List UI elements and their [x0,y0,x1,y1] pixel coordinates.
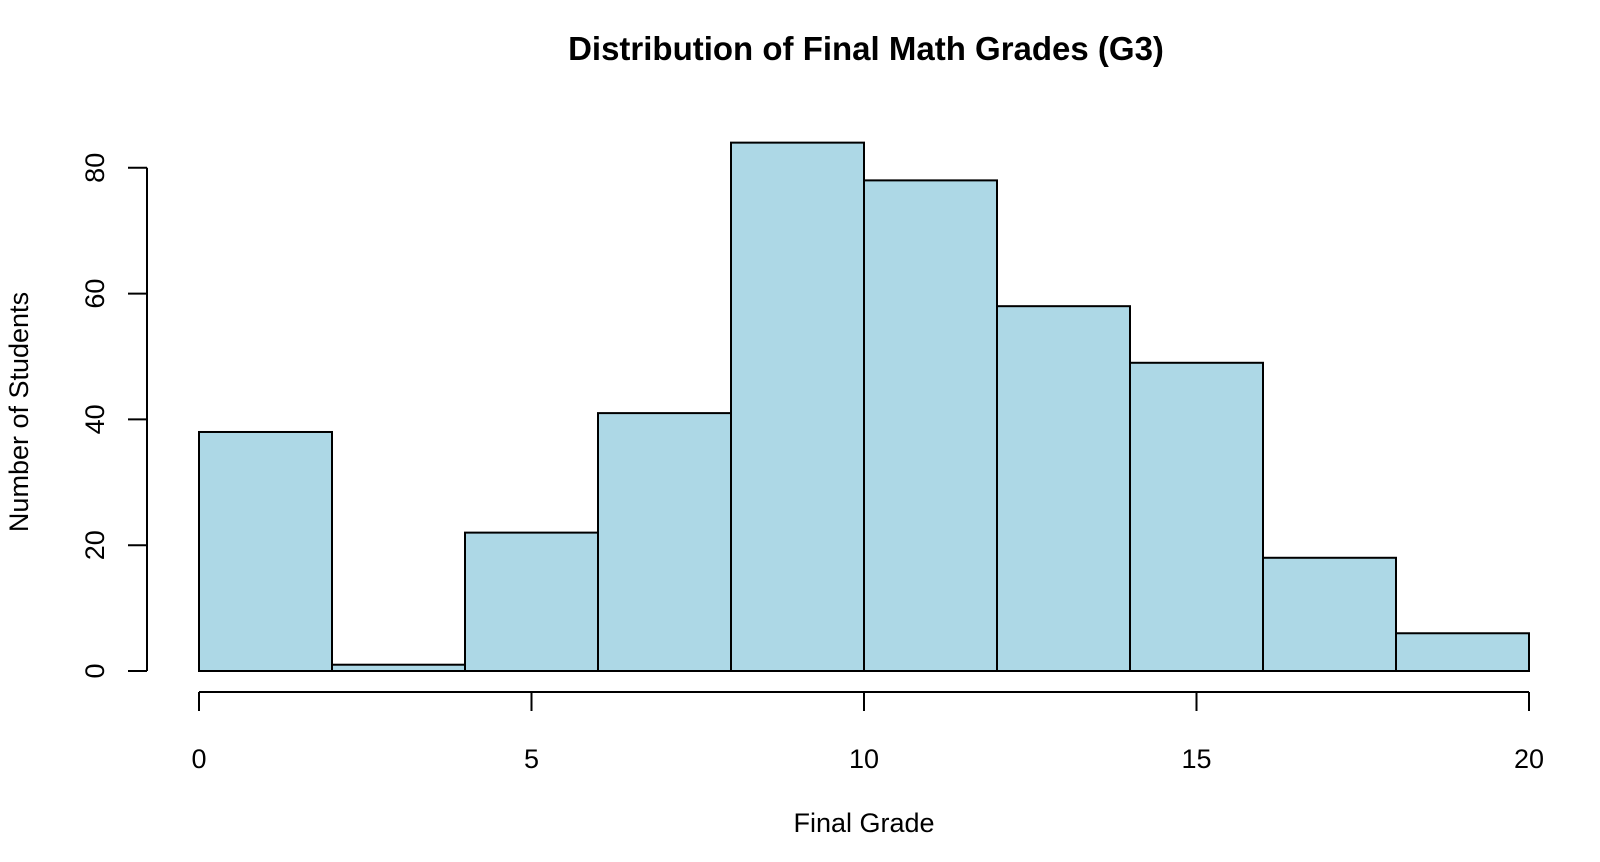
histogram-bar [1262,556,1397,673]
y-tick-label: 80 [80,153,110,183]
histogram-bar [331,663,466,673]
x-tick-label: 0 [191,744,206,774]
y-axis-label: Number of Students [4,292,34,532]
histogram-bar [996,305,1131,672]
x-tick-label: 15 [1181,744,1211,774]
x-tick-label: 5 [524,744,539,774]
x-axis-label: Final Grade [793,808,934,838]
y-axis: 0 20 40 60 80 [80,153,148,679]
histogram-bar [863,179,998,672]
histogram-bar [198,430,333,673]
x-axis: 0 5 10 15 20 [191,691,1544,774]
x-tick-label: 10 [849,744,879,774]
histogram-bar [1395,632,1530,673]
histogram-bars [198,141,1530,673]
chart-title: Distribution of Final Math Grades (G3) [568,30,1164,67]
histogram-bar [730,141,865,672]
y-tick-label: 40 [80,404,110,434]
histogram-bar [597,412,732,672]
y-tick-label: 0 [80,663,110,678]
x-tick-label: 20 [1514,744,1544,774]
y-tick-label: 20 [80,530,110,560]
histogram-bar [464,531,599,672]
y-tick-label: 60 [80,279,110,309]
histogram-bar [1129,361,1264,672]
